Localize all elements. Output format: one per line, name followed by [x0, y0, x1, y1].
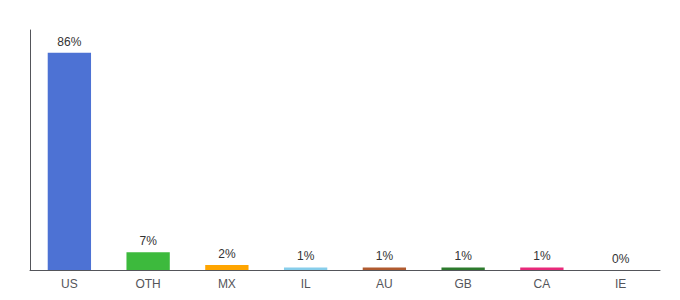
svg-text:GB: GB	[454, 277, 471, 291]
svg-text:1%: 1%	[297, 249, 315, 263]
svg-text:2%: 2%	[218, 247, 236, 261]
svg-text:86%: 86%	[57, 35, 81, 49]
svg-text:IL: IL	[301, 277, 311, 291]
svg-text:1%: 1%	[454, 249, 472, 263]
svg-text:IE: IE	[615, 277, 626, 291]
svg-text:1%: 1%	[376, 249, 394, 263]
svg-text:OTH: OTH	[135, 277, 160, 291]
svg-text:CA: CA	[534, 277, 551, 291]
svg-text:AU: AU	[376, 277, 393, 291]
svg-text:7%: 7%	[139, 234, 157, 248]
svg-text:1%: 1%	[533, 249, 551, 263]
svg-text:0%: 0%	[612, 252, 630, 266]
svg-text:US: US	[61, 277, 78, 291]
svg-text:MX: MX	[218, 277, 236, 291]
